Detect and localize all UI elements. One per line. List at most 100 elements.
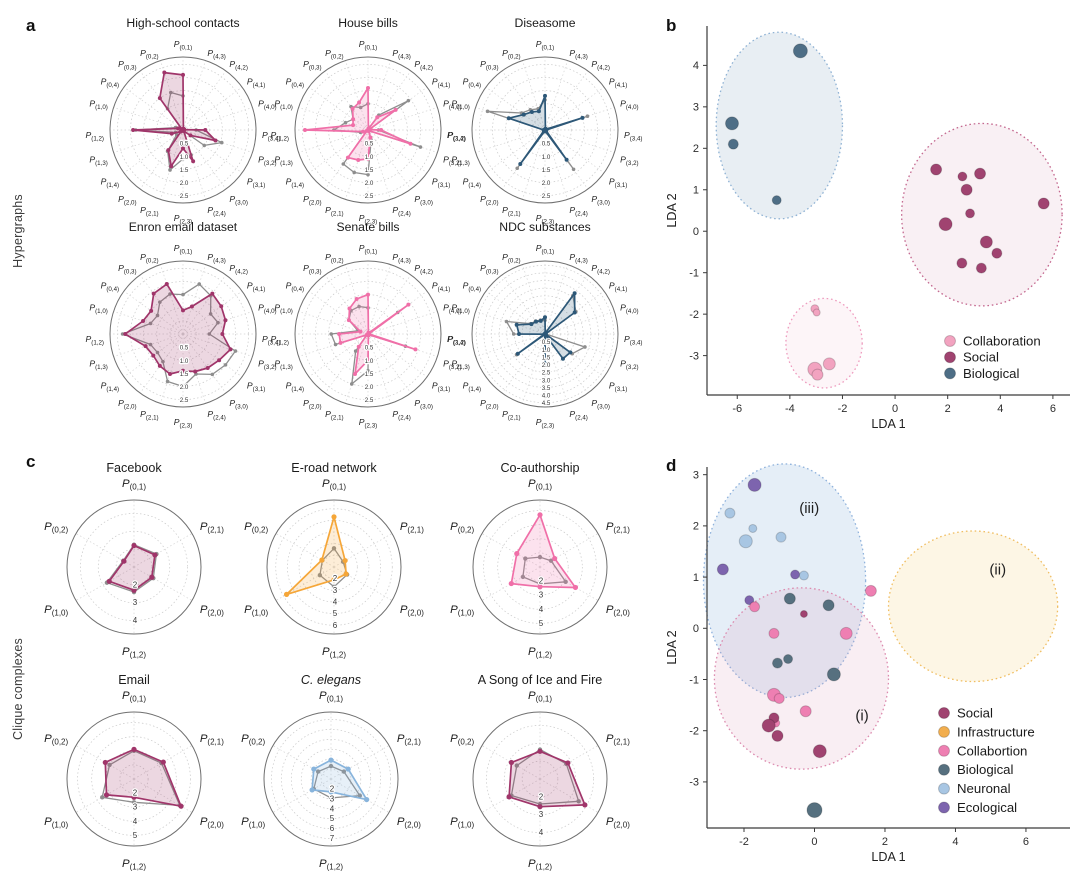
radar-axis-label: P(4,3) [207, 48, 225, 61]
ellipse-cluster-iii [702, 463, 867, 699]
x-axis-title: LDA 1 [871, 850, 905, 864]
radar-axis-label: P(0,2) [244, 521, 268, 535]
radar-marker-clique-complex [121, 558, 127, 564]
radar-marker-reference [418, 145, 423, 149]
legend-marker-collaboration [944, 335, 956, 347]
radar-axis-label: P(3,1) [609, 380, 627, 393]
radar-axis-label: P(3,4) [447, 130, 465, 143]
radar-tick-label: 2.5 [542, 370, 551, 377]
radar-marker-reference [571, 167, 576, 172]
radar-marker-reference [515, 166, 520, 171]
radar-axis-label: P(0,2) [502, 48, 520, 61]
radar-marker-hypergraph [123, 332, 128, 336]
radar-axis-label: P(3,0) [229, 398, 247, 411]
radar-marker-reference [366, 172, 370, 177]
radar-grid-spoke [182, 333, 243, 378]
radar-grid-ring [77, 722, 191, 836]
radar-marker-reference [353, 349, 358, 353]
legend-marker-collabortion [938, 744, 950, 757]
radar-marker-clique-complex [131, 542, 137, 549]
radar-marker-hypergraph [179, 127, 184, 132]
radar-tick-label: 3 [539, 591, 544, 600]
radar-axis-label: P(1,2) [322, 646, 346, 660]
radar-marker-hypergraph [517, 332, 522, 336]
point-collabortion [864, 584, 877, 597]
radar-axis-label: P(2,0) [200, 604, 224, 618]
legend-label: Biological [957, 762, 1014, 777]
radar-axis-label: P(4,2) [414, 263, 432, 276]
row-label-hypergraphs: Hypergraphs [11, 194, 25, 268]
legend-label: Biological [963, 366, 1020, 381]
radar-grid-spoke [367, 264, 391, 335]
radar-grid-ring [290, 738, 372, 820]
x-tick-label: 6 [1050, 403, 1056, 415]
radar-senate-bills: 0.51.01.52.02.5P(0,1) P(4,3)P(4,2)P(4,1)P… [271, 220, 466, 430]
radar-axis-label: P(3,4) [624, 130, 642, 143]
radar-axis-label: P(2,0) [480, 194, 498, 207]
radar-tick-label: 4 [330, 804, 335, 813]
point-social [991, 247, 1003, 259]
radar-tick-label: 6 [333, 621, 338, 630]
radar-grid-spoke [182, 60, 206, 131]
radar-grid-spoke [182, 129, 227, 190]
radar-grid-ring [511, 538, 569, 596]
point-biological [771, 657, 783, 669]
radar-marker-reference [181, 292, 185, 297]
radar-grid-ring [300, 748, 362, 810]
radar-marker-reference [155, 350, 160, 355]
radar-grid-spoke [544, 129, 568, 200]
radar-grid-spoke [367, 333, 391, 404]
radar-grid-spoke [324, 274, 369, 335]
radar-marker-reference [331, 584, 337, 590]
radar-enron-email-dataset: 0.5 1.0 1.5 2.0 2.5 P(0,1) P(4,3) P(4,2)P(4,1) P… [86, 220, 281, 430]
radar-axis-label: P(2,0) [118, 398, 136, 411]
radar-marker-hypergraph [514, 322, 519, 327]
radar-tick-label: 0.5 [180, 345, 189, 352]
radar-axis-label: P(0,1) [528, 690, 552, 704]
point-social [812, 744, 827, 759]
radar-grid-spoke [123, 333, 184, 378]
radar-marker-reference [585, 114, 590, 119]
radar-marker-hypergraph [354, 297, 359, 302]
radar-axis-label: P(4,1) [247, 281, 265, 294]
radar-grid-spoke [367, 129, 412, 190]
point-ecological [744, 595, 755, 606]
radar-marker-hypergraph [515, 351, 520, 356]
radar-marker-hypergraph [181, 146, 185, 151]
radar-outer-circle [471, 56, 619, 204]
radar-marker-hypergraph [529, 109, 534, 114]
legend-marker-biological [944, 367, 956, 380]
radar-axis-label: P(1,0) [274, 303, 292, 316]
radar-grid-ring [271, 719, 391, 839]
radar-marker-hypergraph [361, 129, 366, 134]
legend-marker-neuronal [938, 782, 950, 795]
radar-marker-clique-complex [103, 792, 110, 798]
x-tick-label: -4 [785, 403, 795, 415]
radar-tick-label: 1.0 [180, 154, 189, 161]
y-tick-label: 4 [693, 60, 699, 72]
radar-marker-reference [169, 90, 173, 95]
radar-grid-spoke [522, 333, 546, 404]
point-social [771, 729, 784, 742]
radar-tick-label: 1.5 [365, 167, 374, 174]
radar-series-hypergraph [304, 87, 412, 161]
radar-co-authorship: 2 3 4 5 P(0,1) P(2,1) P(2,0) P(1,2) P(1,0) P(0,2)… [450, 461, 630, 660]
radar-marker-clique-complex [343, 571, 349, 577]
radar-axis-label: P(0,4) [463, 281, 481, 294]
radar-axis-label: P(2,3) [174, 417, 192, 430]
radar-tick-label: 0.5 [542, 141, 551, 148]
y-tick-label: -2 [689, 726, 699, 738]
radar-axis-label: P(4,1) [609, 77, 627, 90]
radar-tick-label: 2.0 [542, 362, 551, 369]
radar-marker-hypergraph [393, 107, 398, 112]
radar-marker-clique-complex [565, 760, 571, 766]
radar-grid-spoke [123, 129, 184, 174]
radar-marker-reference [155, 313, 160, 318]
radar-marker-hypergraph [141, 319, 146, 324]
radar-ndc-substances: 0.51.01.52.02.53.03.54.04.5 P(0,1) P(4,3) P… [448, 220, 643, 430]
radar-axis-label: P(0,3) [303, 59, 321, 72]
radar-axis-label: P(0,2) [140, 48, 158, 61]
radar-axis-label: P(4,0) [258, 303, 276, 316]
point-social [930, 163, 943, 176]
